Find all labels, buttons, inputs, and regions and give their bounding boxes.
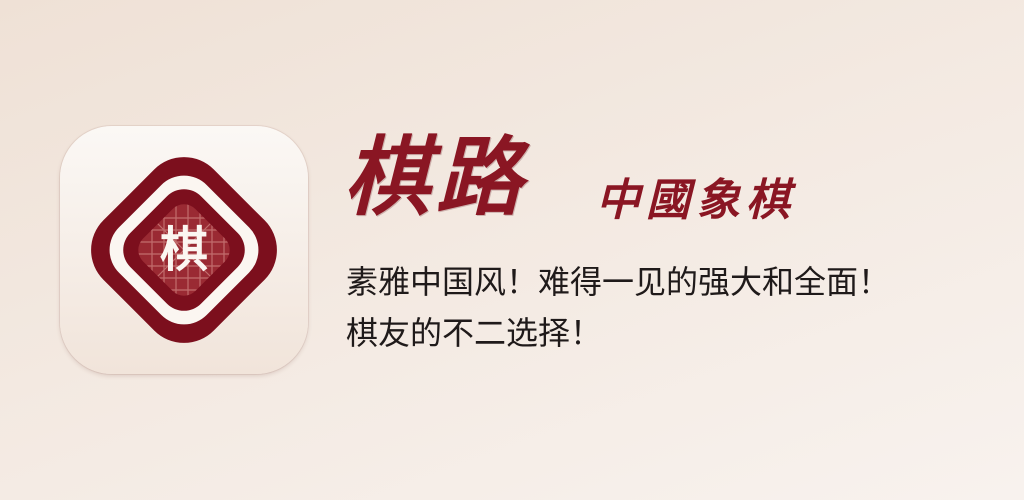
tagline-line-2: 棋友的不二选择！ bbox=[346, 314, 603, 352]
icon-glyph: 棋 bbox=[160, 222, 208, 278]
brand-title: 棋路 bbox=[344, 127, 528, 228]
app-icon: 棋 bbox=[60, 126, 308, 374]
brand-subtitle: 中國象棋 bbox=[596, 175, 796, 226]
tagline-line-1: 素雅中国风！难得一见的强大和全面！ bbox=[346, 263, 891, 301]
chess-board-icon: 棋 bbox=[91, 157, 277, 343]
